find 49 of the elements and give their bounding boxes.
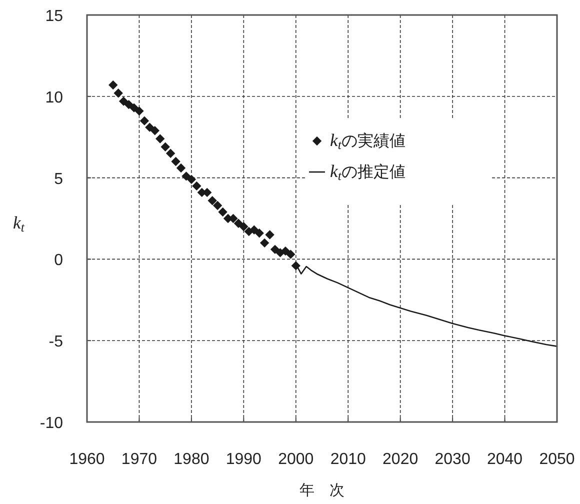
point — [118, 96, 128, 106]
y-tick-label: 10 — [45, 89, 64, 106]
point — [280, 246, 290, 256]
point — [260, 238, 270, 248]
x-axis-title: 年 次 — [300, 482, 344, 499]
point — [250, 225, 259, 234]
point — [182, 172, 191, 181]
x-tick-label: 2000 — [278, 451, 314, 468]
x-tick-label: 2030 — [434, 451, 470, 468]
point — [108, 80, 118, 90]
x-tick-label: 1960 — [69, 451, 105, 468]
point — [218, 207, 228, 217]
point — [160, 142, 170, 152]
y-tick-label: 15 — [45, 8, 64, 25]
point — [145, 122, 154, 132]
point — [114, 88, 123, 98]
point — [239, 222, 248, 232]
point — [134, 106, 144, 116]
point — [166, 148, 176, 158]
point — [254, 228, 264, 238]
y-tick-label: -5 — [48, 334, 64, 351]
point — [234, 218, 244, 228]
point — [140, 116, 150, 126]
point — [270, 244, 280, 254]
x-tick-label: 2020 — [382, 451, 418, 468]
y-tick-label: 5 — [54, 170, 64, 188]
point — [129, 103, 139, 112]
x-tick-label: 2050 — [539, 451, 575, 468]
point — [156, 134, 165, 144]
point — [124, 100, 134, 110]
x-tick-label: 1990 — [226, 451, 262, 468]
point — [286, 250, 296, 259]
y-axis-title: k$_{t}$ — [13, 212, 25, 235]
point — [186, 174, 196, 184]
y-tick-label: -10 — [40, 415, 64, 432]
x-tick-label: 2040 — [486, 451, 523, 468]
legend-label: k$_{t}$の実績値 — [330, 130, 406, 152]
y-tick-label: 0 — [54, 252, 64, 270]
point — [150, 126, 160, 136]
point — [171, 156, 180, 166]
point — [212, 200, 222, 210]
legend-label: k$_{t}$の推定値 — [330, 161, 406, 184]
point — [192, 181, 202, 191]
point — [265, 230, 274, 240]
point — [176, 163, 186, 173]
x-tick-label: 2010 — [330, 451, 366, 468]
x-tick-label: 1980 — [174, 451, 210, 468]
x-tick-label: 1970 — [121, 451, 158, 468]
point — [208, 196, 217, 206]
